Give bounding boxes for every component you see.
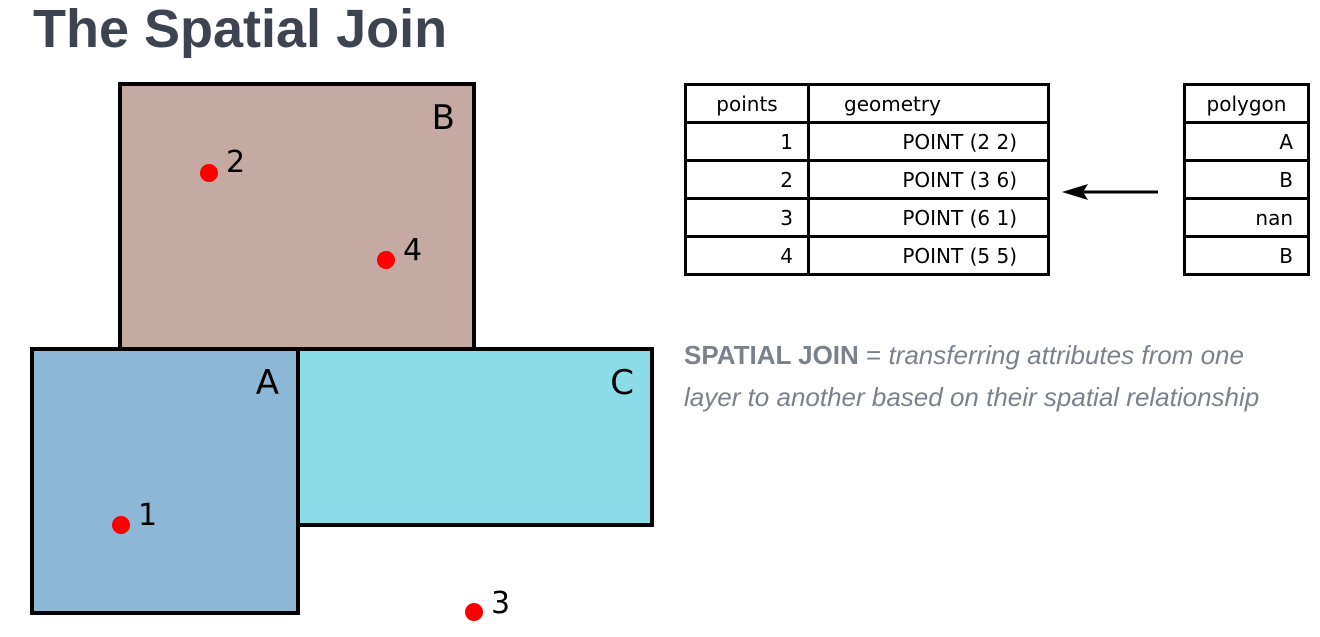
cell-geometry: POINT (6 1) (807, 197, 1050, 238)
point-2: 2 (200, 145, 245, 182)
table-row: 2 POINT (3 6) (684, 159, 1050, 200)
cell-polygon: B (1183, 159, 1310, 200)
cell-geometry: POINT (3 6) (807, 159, 1050, 200)
cell-points: 1 (684, 121, 810, 162)
polygon-a: A (30, 347, 300, 615)
table-row: 4 POINT (5 5) (684, 235, 1050, 276)
polygon-a-shape (30, 347, 300, 615)
polygon-c-shape (296, 347, 654, 527)
point-2-marker (200, 164, 218, 182)
column-header-geometry: geometry (807, 83, 1050, 124)
caption-definition: transferring attributes from one layer t… (684, 340, 1260, 412)
cell-polygon: A (1183, 121, 1310, 162)
cell-polygon: B (1183, 235, 1310, 276)
point-1-label: 1 (138, 498, 157, 533)
point-1: 1 (112, 498, 157, 534)
cell-points: 2 (684, 159, 810, 200)
cell-points: 4 (684, 235, 810, 276)
points-table: points geometry 1 POINT (2 2) 2 POINT (3… (684, 83, 1050, 276)
point-3-marker (465, 603, 483, 621)
points-table-header-row: points geometry (684, 83, 1050, 124)
polygon-b-label: B (432, 98, 455, 138)
point-1-marker (112, 516, 130, 534)
table-row: B (1183, 159, 1310, 200)
caption-term: SPATIAL JOIN (684, 340, 859, 370)
polygon-c: C (296, 347, 654, 527)
cell-polygon: nan (1183, 197, 1310, 238)
polygon-c-label: C (610, 363, 634, 403)
point-4-label: 4 (403, 233, 422, 268)
table-row: nan (1183, 197, 1310, 238)
table-row: A (1183, 121, 1310, 162)
table-row: B (1183, 235, 1310, 276)
table-row: 3 POINT (6 1) (684, 197, 1050, 238)
cell-geometry: POINT (5 5) (807, 235, 1050, 276)
point-4-marker (377, 251, 395, 269)
arrow-left-icon (1062, 184, 1088, 200)
caption-separator: = (858, 340, 889, 370)
column-header-polygon: polygon (1183, 83, 1310, 124)
polygon-b: B (118, 82, 476, 352)
cell-geometry: POINT (2 2) (807, 121, 1050, 162)
polygon-table: polygon A B nan B (1183, 83, 1310, 276)
point-3: 3 (465, 586, 510, 621)
point-2-label: 2 (226, 145, 245, 180)
polygon-table-header-row: polygon (1183, 83, 1310, 124)
column-header-points: points (684, 83, 810, 124)
cell-points: 3 (684, 197, 810, 238)
point-3-label: 3 (491, 586, 510, 621)
join-arrow (1062, 184, 1158, 200)
table-row: 1 POINT (2 2) (684, 121, 1050, 162)
polygon-a-label: A (256, 363, 279, 403)
polygon-b-shape (118, 82, 476, 352)
definition-caption: SPATIAL JOIN = transferring attributes f… (684, 334, 1304, 418)
point-4: 4 (377, 233, 422, 269)
page-title: The Spatial Join (33, 0, 448, 59)
